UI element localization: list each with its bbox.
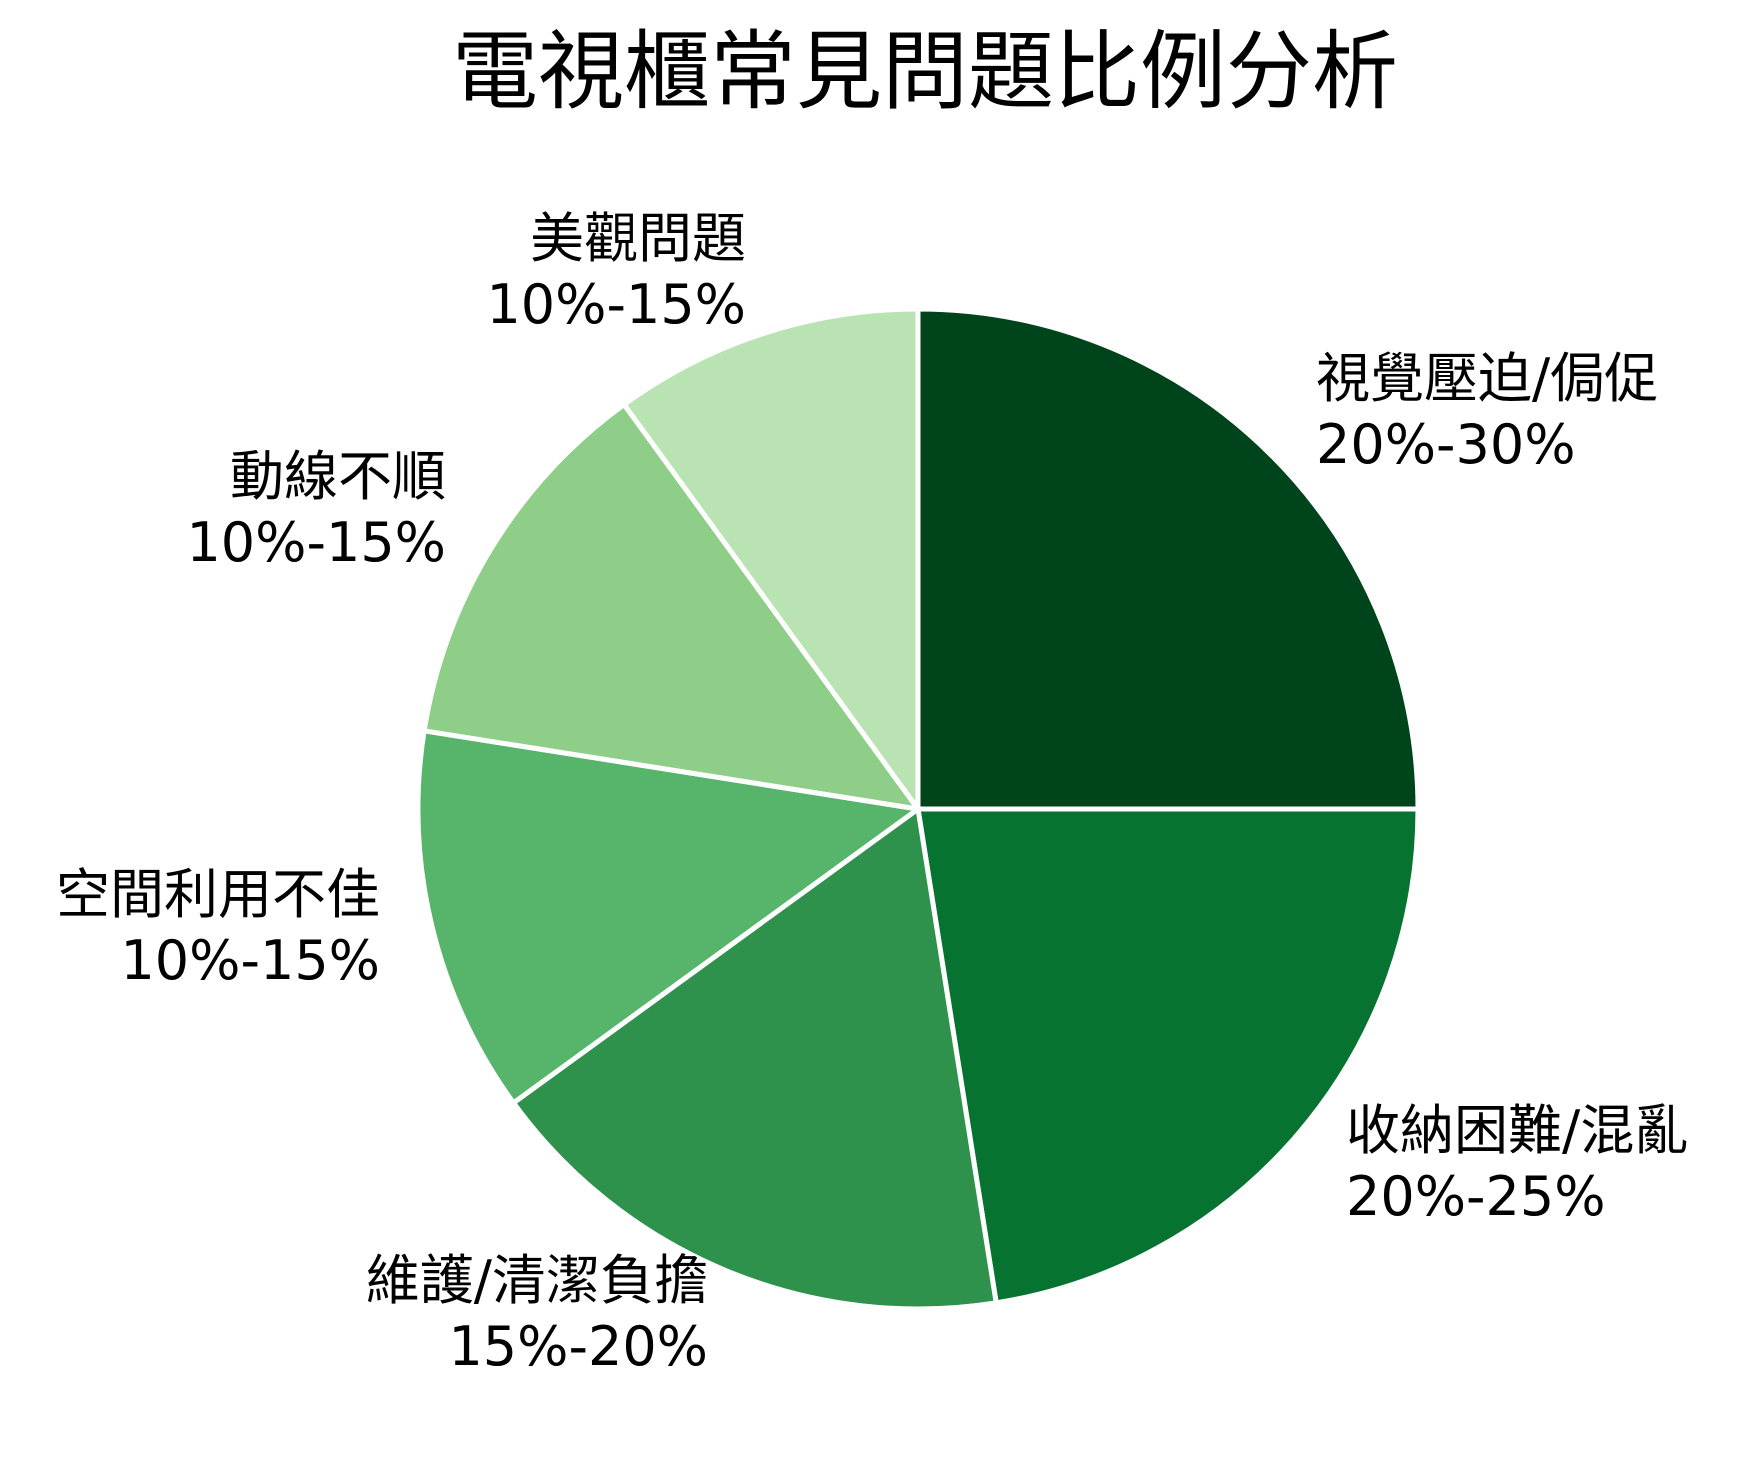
slice-label-name: 視覺壓迫/侷促 <box>1316 347 1659 410</box>
pie-slice <box>510 806 999 1312</box>
pie-slice <box>915 306 1421 812</box>
slice-label-range: 15%-20% <box>448 1315 708 1378</box>
slice-label-name: 維護/清潔負擔 <box>365 1249 708 1312</box>
slice-label-visual-pressure: 視覺壓迫/侷促 20%-30% <box>1316 346 1658 478</box>
slice-label-storage: 收納困難/混亂 20%-25% <box>1346 1098 1688 1230</box>
slice-label-range: 20%-25% <box>1346 1165 1606 1228</box>
slice-label-name: 動線不順 <box>230 445 446 508</box>
slice-label-name: 空間利用不佳 <box>56 863 380 926</box>
pie-slice <box>421 401 921 812</box>
pie-slice <box>915 806 1421 1306</box>
slice-label-maintenance: 維護/清潔負擔 15%-20% <box>366 1248 708 1380</box>
slice-label-range: 10%-15% <box>186 511 446 574</box>
slice-label-space-usage: 空間利用不佳 10%-15% <box>56 862 380 994</box>
slice-label-aesthetics: 美觀問題 10%-15% <box>486 206 746 338</box>
pie-slice <box>621 306 921 812</box>
slice-label-name: 美觀問題 <box>530 207 746 270</box>
chart-title: 電視櫃常見問題比例分析 <box>452 22 1398 122</box>
slice-label-range: 10%-15% <box>486 273 746 336</box>
slice-label-circulation: 動線不順 10%-15% <box>186 444 446 576</box>
slice-label-name: 收納困難/混亂 <box>1346 1099 1689 1162</box>
slice-label-range: 10%-15% <box>120 929 380 992</box>
slice-label-range: 20%-30% <box>1316 413 1576 476</box>
pie-slice <box>415 728 921 1106</box>
